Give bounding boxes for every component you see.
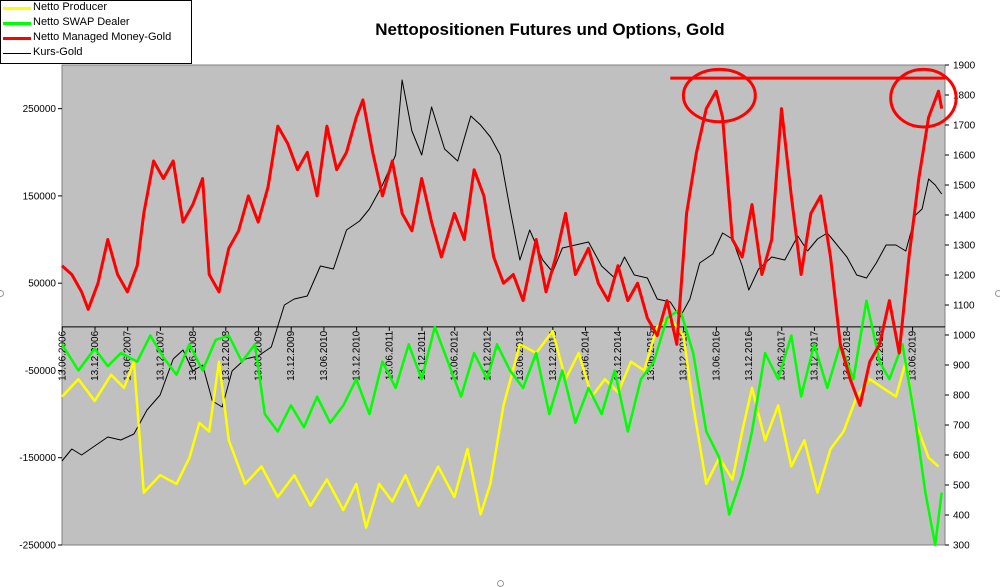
right-axis-tick-label: 1500	[953, 181, 976, 192]
right-axis-tick-label: 800	[953, 391, 970, 402]
right-axis-tick-label: 300	[953, 541, 970, 552]
legend-label-managed-money: Netto Managed Money-Gold	[33, 31, 172, 43]
right-axis-tick-label: 1800	[953, 91, 976, 102]
right-axis-tick-label: 600	[953, 451, 970, 462]
series-line-netto-producer	[61, 316, 940, 529]
legend-swatch-kurs-gold	[3, 53, 31, 54]
x-axis-tick-label: 13.12.2017	[809, 330, 820, 380]
legend-item-swap-dealer: Netto SWAP Dealer	[1, 16, 191, 30]
right-axis-tick-label: 1000	[953, 331, 976, 342]
right-axis-tick-label: 400	[953, 511, 970, 522]
legend-item-producer: Netto Producer	[1, 1, 191, 15]
right-axis-tick-label: 1600	[953, 151, 976, 162]
left-axis-tick-label: 250000	[23, 104, 57, 115]
x-axis-tick-label: 13.06.2008	[188, 330, 199, 380]
legend: Netto Producer Netto SWAP Dealer Netto M…	[0, 0, 192, 64]
legend-label-swap-dealer: Netto SWAP Dealer	[33, 16, 130, 28]
series-line-kurs-gold	[61, 79, 943, 462]
x-axis-tick-label: 13.12.2013	[548, 330, 559, 380]
x-axis-tick-label: 13.06.2011	[384, 330, 395, 380]
x-axis-tick-label: 13.06.2012	[450, 330, 461, 380]
right-axis-tick-label: 1400	[953, 211, 976, 222]
x-axis-tick-label: 13.12.2010	[352, 330, 363, 380]
resize-handle-right[interactable]	[995, 290, 1000, 297]
legend-swatch-producer	[3, 7, 31, 10]
legend-item-kurs-gold: Kurs-Gold	[1, 46, 191, 60]
x-axis-tick-label: 13.12.2014	[613, 330, 624, 380]
x-axis-tick-label: 13.12.2006	[90, 330, 101, 380]
x-axis-tick-label: 13.12.2009	[286, 330, 297, 380]
legend-swatch-managed-money	[3, 37, 31, 40]
x-axis-tick-label: 13.06.2013	[515, 330, 526, 380]
x-axis-tick-label: 13.06.2006	[57, 330, 68, 380]
legend-label-kurs-gold: Kurs-Gold	[33, 46, 83, 58]
annotation-ellipse	[889, 67, 958, 129]
plot-background	[61, 64, 946, 546]
legend-label-producer: Netto Producer	[33, 1, 107, 13]
right-axis-tick-label: 900	[953, 361, 970, 372]
right-axis-tick-label: 1200	[953, 271, 976, 282]
x-axis-tick-label: 13.06.2014	[581, 330, 592, 380]
x-axis-tick-label: 13.06.2015	[646, 330, 657, 380]
x-axis-tick-label: 13.06.2010	[319, 330, 330, 380]
legend-swatch-swap-dealer	[3, 22, 31, 25]
series-line-netto-swap-dealer	[60, 299, 943, 547]
left-axis-tick-label: -150000	[19, 453, 56, 464]
right-axis-tick-label: 700	[953, 421, 970, 432]
right-axis-tick-label: 1100	[953, 301, 975, 312]
left-axis-tick-label: -50000	[25, 366, 57, 377]
resize-handle-left[interactable]	[0, 290, 4, 297]
x-axis-tick-label: 13.06.2018	[842, 330, 853, 380]
x-axis-tick-label: 13.12.2018	[875, 330, 886, 380]
x-axis-tick-label: 13.12.2011	[417, 330, 428, 380]
x-axis-tick-label: 13.12.2012	[482, 330, 493, 380]
x-axis-tick-label: 13.12.2008	[221, 330, 232, 380]
right-axis-tick-label: 1300	[953, 241, 976, 252]
x-axis-tick-label: 13.12.2007	[155, 330, 166, 380]
left-axis-tick-label: 150000	[23, 191, 57, 202]
annotation-ellipse	[681, 67, 757, 124]
left-axis-tick-label: -250000	[19, 541, 56, 552]
right-axis-tick-label: 500	[953, 481, 970, 492]
legend-item-managed-money: Netto Managed Money-Gold	[1, 31, 191, 45]
x-axis-tick-label: 13.06.2017	[777, 330, 788, 380]
right-axis-tick-label: 1900	[953, 61, 976, 72]
x-axis-tick-label: 13.12.2016	[744, 330, 755, 380]
series-line-netto-managed-money-gold	[60, 89, 944, 407]
right-axis-tick-label: 1700	[953, 121, 976, 132]
x-axis-tick-label: 13.06.2016	[711, 330, 722, 380]
chart-title: Nettopositionen Futures und Options, Gol…	[375, 20, 725, 39]
left-axis-tick-label: 50000	[28, 279, 56, 290]
x-axis-tick-label: 13.12.2015	[679, 330, 690, 380]
x-axis-tick-label: 13.06.2019	[908, 330, 919, 380]
